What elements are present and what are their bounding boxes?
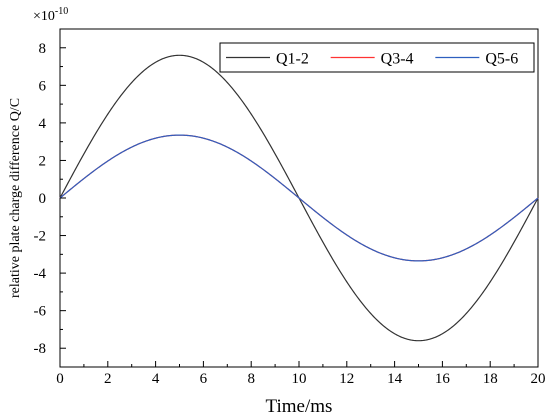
y-tick-label: 0	[39, 191, 47, 207]
x-tick-label: 6	[200, 371, 208, 387]
legend-label-q1-2: Q1-2	[276, 51, 309, 68]
x-tick-label: 12	[339, 371, 354, 387]
series-lines	[59, 54, 539, 342]
y-axis-multiplier: ×10-10	[33, 6, 68, 24]
x-tick-label: 20	[531, 371, 546, 387]
y-axis-ticks: -8 -6 -4 -2 0 2 4 6 8	[34, 41, 66, 357]
x-tick-label: 8	[247, 371, 255, 387]
legend: Q1-2 Q3-4 Q5-6	[219, 42, 535, 73]
y-axis-label: relative plate charge difference Q/C	[8, 98, 23, 298]
x-tick-label: 4	[152, 371, 160, 387]
y-tick-label: 2	[39, 153, 47, 169]
y-tick-label: -8	[34, 341, 47, 357]
y-tick-label: -6	[34, 304, 47, 320]
y-axis-multiplier-exponent: -10	[55, 6, 68, 17]
x-tick-label: 2	[104, 371, 112, 387]
x-tick-label: 10	[292, 371, 307, 387]
y-tick-label: 6	[39, 78, 47, 94]
x-axis-label: Time/ms	[266, 396, 333, 417]
x-tick-label: 18	[483, 371, 498, 387]
x-axis-ticks: 0 2 4 6 8 10 12 14 16 18 20	[56, 361, 546, 387]
legend-label-q5-6: Q5-6	[485, 51, 518, 68]
y-axis-multiplier-base: ×10	[33, 9, 55, 24]
legend-label-q3-4: Q3-4	[381, 51, 414, 68]
y-tick-label: 4	[39, 116, 47, 132]
x-tick-label: 14	[387, 371, 403, 387]
x-tick-label: 0	[56, 371, 64, 387]
legend-box	[219, 42, 535, 73]
series-line-q5-6	[59, 134, 539, 262]
x-tick-label: 16	[435, 371, 451, 387]
y-tick-label: -2	[34, 229, 47, 245]
y-tick-label: 8	[39, 41, 47, 57]
y-tick-label: -4	[34, 266, 47, 282]
